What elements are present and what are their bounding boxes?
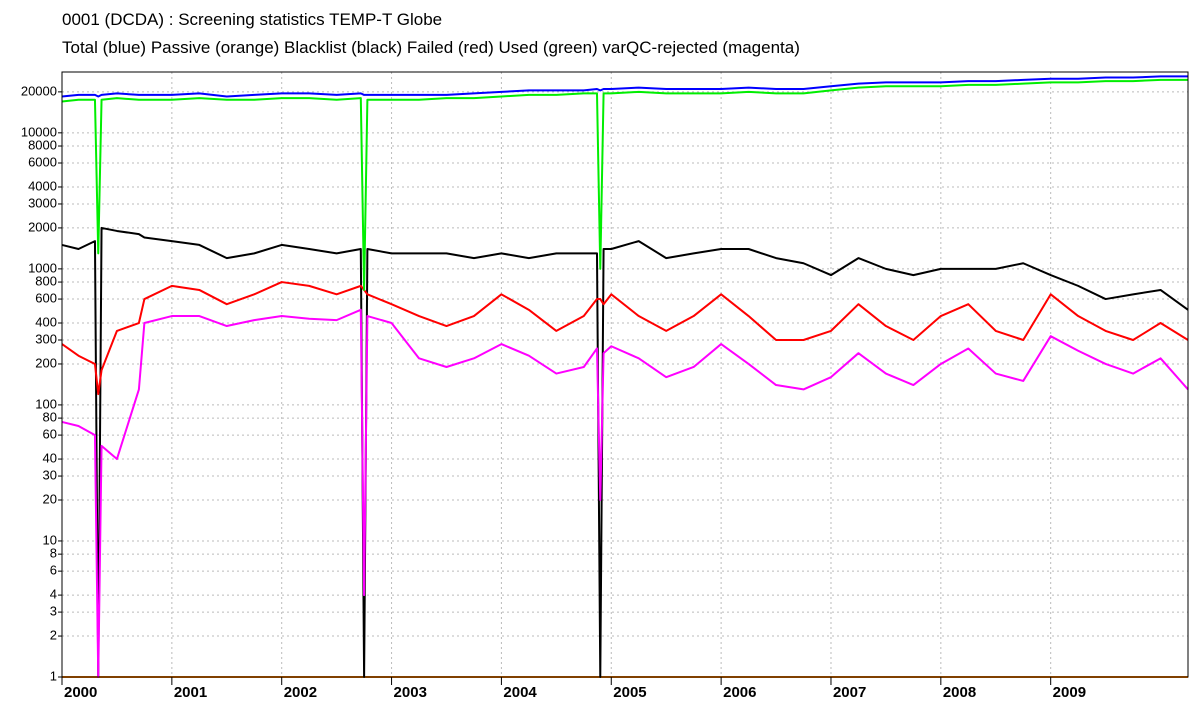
y-tick-label: 3 xyxy=(50,604,57,619)
series-line xyxy=(61,281,1189,396)
y-tick-label: 200 xyxy=(35,355,57,370)
x-tick-label: 2000 xyxy=(64,684,97,701)
series-line xyxy=(61,308,1189,678)
y-tick-label: 20000 xyxy=(21,83,57,98)
y-tick-label: 6 xyxy=(50,563,57,578)
y-tick-label: 600 xyxy=(35,290,57,305)
y-tick-label: 10000 xyxy=(21,124,57,139)
x-tick-label: 2006 xyxy=(723,684,756,701)
y-tick-label: 800 xyxy=(35,273,57,288)
x-tick-label: 2003 xyxy=(394,684,427,701)
y-tick-label: 8 xyxy=(50,546,57,561)
chart-title: 0001 (DCDA) : Screening statistics TEMP-… xyxy=(62,10,442,29)
lines xyxy=(61,75,1189,678)
y-tick-label: 80 xyxy=(43,410,57,425)
x-tick-label: 2004 xyxy=(503,684,537,701)
grid xyxy=(61,72,1188,678)
y-tick-label: 4000 xyxy=(28,178,57,193)
y-tick-label: 60 xyxy=(43,427,57,442)
y-tick-label: 1 xyxy=(50,668,57,683)
plot-frame xyxy=(61,71,1189,678)
y-tick-label: 8000 xyxy=(28,137,57,152)
y-tick-label: 2000 xyxy=(28,219,57,234)
y-tick-label: 20 xyxy=(43,491,57,506)
y-tick-label: 40 xyxy=(43,450,57,465)
y-tick-label: 30 xyxy=(43,467,57,482)
x-tick-label: 2002 xyxy=(284,684,317,701)
chart-subtitle: Total (blue) Passive (orange) Blacklist … xyxy=(62,38,800,57)
x-tick-label: 2009 xyxy=(1053,684,1086,701)
axes: 1234681020304060801002003004006008001000… xyxy=(21,83,1086,701)
series-line xyxy=(61,226,1189,678)
y-tick-label: 2 xyxy=(50,627,57,642)
y-tick-label: 1000 xyxy=(28,260,57,275)
series-line xyxy=(61,78,1188,291)
y-tick-label: 6000 xyxy=(28,154,57,169)
x-tick-label: 2008 xyxy=(943,684,976,701)
series-line xyxy=(61,75,1188,98)
x-tick-label: 2005 xyxy=(613,684,646,701)
y-tick-label: 300 xyxy=(35,331,57,346)
y-tick-label: 10 xyxy=(43,532,57,547)
y-tick-label: 100 xyxy=(35,396,57,411)
x-tick-label: 2001 xyxy=(174,684,207,701)
y-tick-label: 400 xyxy=(35,314,57,329)
x-tick-label: 2007 xyxy=(833,684,866,701)
y-tick-label: 3000 xyxy=(28,195,57,210)
y-tick-label: 4 xyxy=(50,587,57,602)
